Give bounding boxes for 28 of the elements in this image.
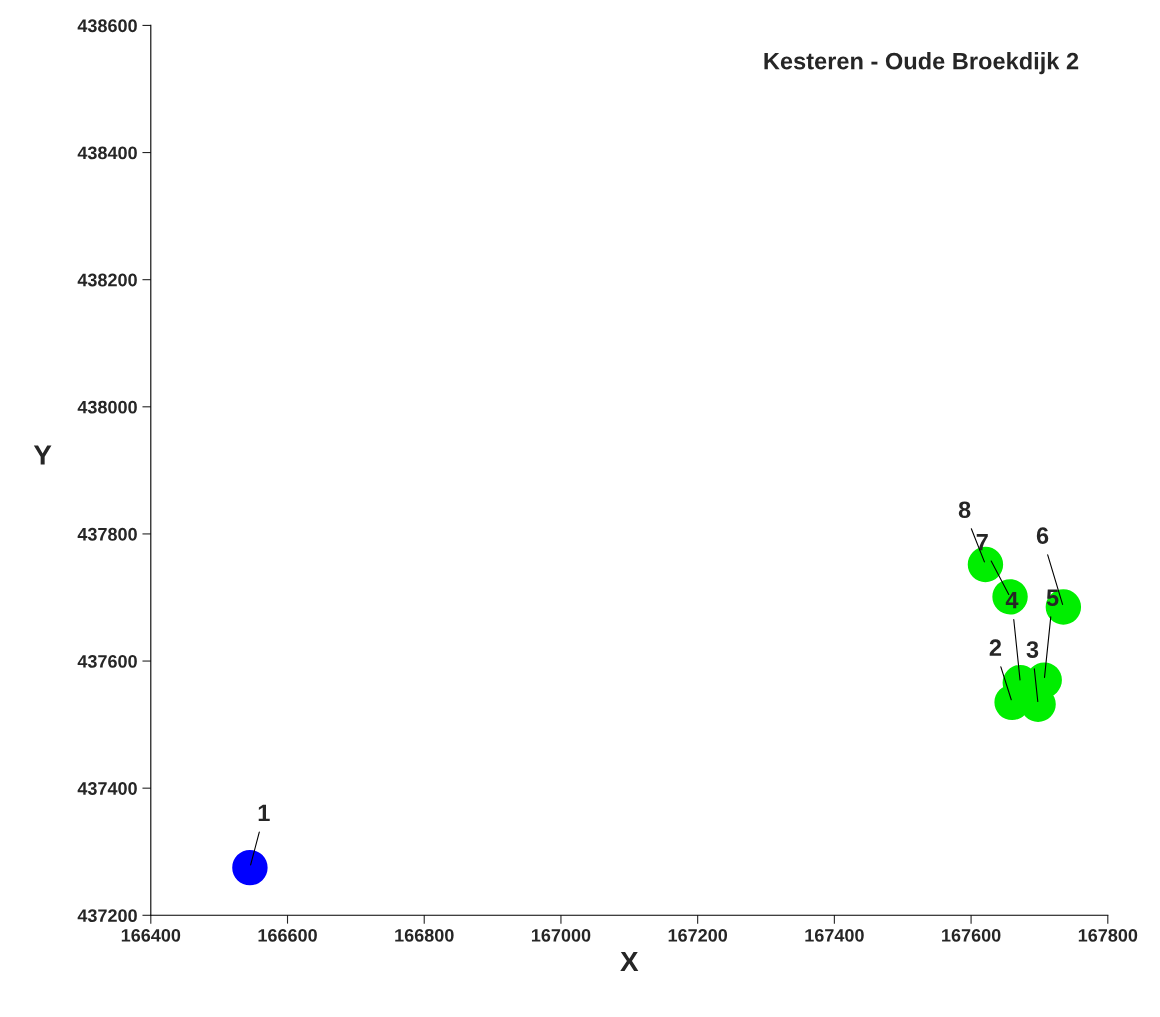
y-tick-label: 437400 bbox=[77, 782, 137, 795]
x-tick-label: 166600 bbox=[258, 928, 317, 942]
x-tick-label: 167400 bbox=[805, 928, 864, 942]
text: Kesteren - Oude Broekdijk 2 bbox=[764, 52, 1079, 75]
x-tick-label: 167000 bbox=[531, 928, 591, 942]
annotation: 2 bbox=[989, 639, 1002, 656]
annotation: 6 bbox=[1036, 527, 1049, 545]
annotation: 4 bbox=[1005, 592, 1019, 609]
y-tick-label: 438200 bbox=[77, 273, 137, 287]
y-axis-title: Y bbox=[33, 445, 52, 465]
y-tick-label: 438000 bbox=[77, 400, 137, 414]
point bbox=[232, 849, 268, 886]
annotation: 8 bbox=[958, 501, 971, 519]
x-tick-label: 167600 bbox=[942, 928, 1001, 942]
x-tick-label: 167800 bbox=[1078, 928, 1138, 942]
y-tick-label: 438600 bbox=[77, 19, 137, 33]
x-tick-label: 166800 bbox=[395, 928, 454, 942]
annotation: 5 bbox=[1046, 589, 1059, 607]
y-tick-label: 437600 bbox=[77, 654, 137, 668]
annotation: 1 bbox=[258, 804, 270, 822]
y-tick-label: 438400 bbox=[77, 146, 137, 160]
y-tick-label: 437800 bbox=[77, 527, 137, 541]
y-tick-label: 437200 bbox=[77, 909, 137, 923]
annotation: 7 bbox=[976, 534, 988, 551]
annotation: 3 bbox=[1026, 641, 1039, 658]
x-axis-title: X bbox=[620, 951, 639, 972]
x-tick-label: 167200 bbox=[668, 928, 728, 942]
x-tick-label: 166400 bbox=[121, 928, 181, 942]
